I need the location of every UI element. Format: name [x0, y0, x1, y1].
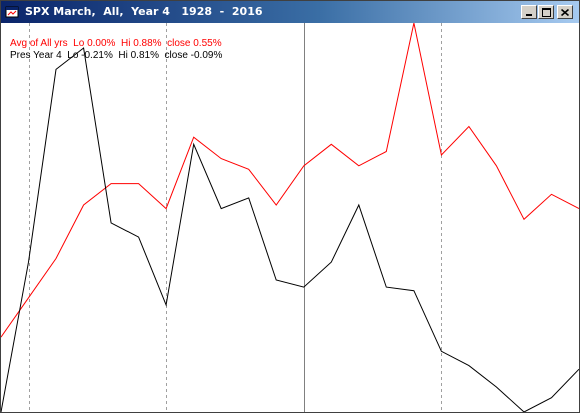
grid [29, 23, 442, 412]
chart-area: Avg of All yrs Lo 0.00% Hi 0.88% close 0… [1, 23, 579, 412]
minimize-icon [526, 13, 532, 16]
legend-avg-all-years: Avg of All yrs Lo 0.00% Hi 0.88% close 0… [10, 38, 222, 49]
series-line-avg-all-years [1, 23, 579, 338]
minimize-button[interactable] [521, 5, 537, 19]
line-chart [1, 23, 579, 412]
close-button[interactable] [557, 5, 573, 19]
title-bar[interactable]: SPX March, All, Year 4 1928 - 2016 [1, 1, 579, 23]
window-title: SPX March, All, Year 4 1928 - 2016 [25, 5, 263, 18]
series-line-pres-year-4 [1, 47, 579, 412]
close-icon [561, 8, 569, 16]
chart-window-icon [5, 6, 19, 18]
maximize-icon [541, 7, 551, 17]
maximize-button[interactable] [538, 5, 554, 19]
legend-pres-year-4: Pres Year 4 Lo -0.21% Hi 0.81% close -0.… [10, 50, 223, 61]
series-layer [1, 23, 579, 412]
